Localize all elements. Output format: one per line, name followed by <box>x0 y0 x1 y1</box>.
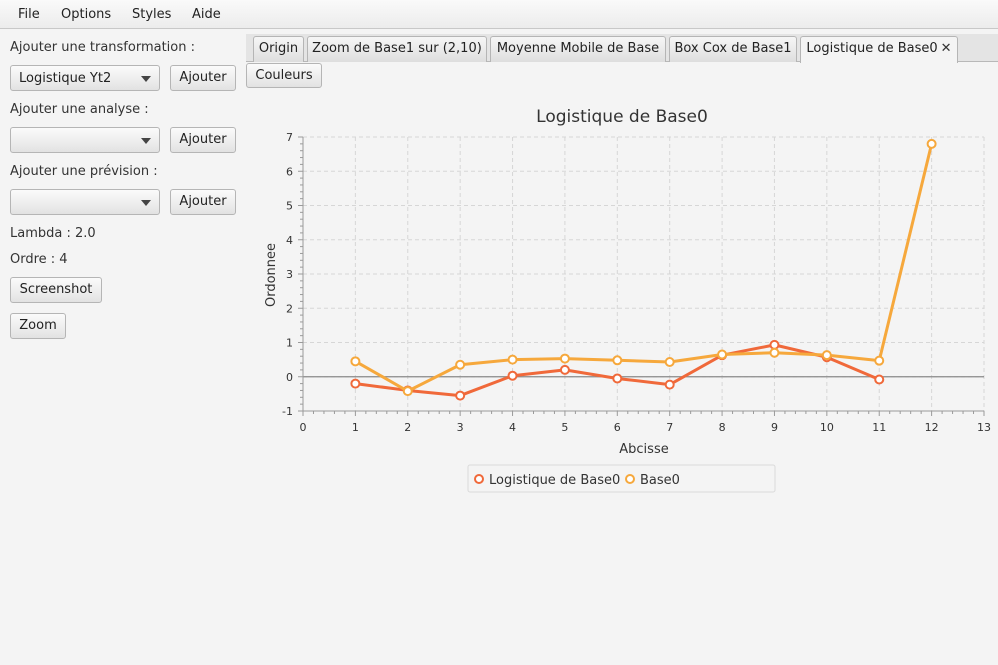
data-point <box>455 359 466 370</box>
close-icon[interactable]: ✕ <box>940 41 952 56</box>
data-point <box>612 373 623 384</box>
prevision-select[interactable] <box>10 189 160 215</box>
data-point <box>664 357 675 368</box>
x-tick-label: 6 <box>614 421 621 434</box>
prevision-label: Ajouter une prévision : <box>10 164 158 179</box>
x-tick-label: 5 <box>561 421 568 434</box>
x-tick-label: 3 <box>457 421 464 434</box>
data-point <box>559 353 570 364</box>
analyse-label: Ajouter une analyse : <box>10 102 149 117</box>
tab-moyenne-mobile[interactable]: Moyenne Mobile de Base <box>490 36 666 62</box>
analyse-select[interactable] <box>10 127 160 153</box>
series-line <box>354 143 934 393</box>
couleurs-button[interactable]: Couleurs <box>246 63 322 88</box>
x-tick-label: 7 <box>666 421 673 434</box>
menu-options[interactable]: Options <box>61 7 112 22</box>
chart-title: Logistique de Base0 <box>536 107 708 127</box>
y-tick-label: 3 <box>286 268 293 281</box>
add-analyse-button[interactable]: Ajouter <box>170 127 236 153</box>
menu-file[interactable]: File <box>18 7 40 22</box>
x-tick-label: 9 <box>771 421 778 434</box>
data-point <box>821 350 832 361</box>
menu-styles[interactable]: Styles <box>132 7 172 22</box>
y-tick-label: -1 <box>282 405 293 418</box>
x-axis-label: Abcisse <box>619 442 668 457</box>
y-tick-label: 4 <box>286 234 293 247</box>
x-tick-label: 13 <box>977 421 991 434</box>
data-point <box>769 347 780 358</box>
legend-label: Base0 <box>640 473 680 488</box>
data-point <box>664 379 675 390</box>
x-tick-label: 1 <box>352 421 359 434</box>
chevron-down-icon <box>141 76 151 82</box>
add-transformation-button[interactable]: Ajouter <box>170 65 236 91</box>
tab-logistique-label: Logistique de Base0 <box>806 41 938 56</box>
data-point <box>507 354 518 365</box>
transformation-label: Ajouter une transformation : <box>10 40 195 55</box>
legend-label: Logistique de Base0 <box>489 473 620 488</box>
data-point <box>612 355 623 366</box>
zoom-button[interactable]: Zoom <box>10 313 66 339</box>
x-tick-label: 10 <box>820 421 834 434</box>
chart-grid <box>302 136 985 412</box>
data-point <box>874 355 885 366</box>
y-tick-label: 0 <box>286 371 293 384</box>
ordre-text: Ordre : 4 <box>10 252 68 267</box>
x-tick-label: 11 <box>872 421 886 434</box>
data-point <box>350 378 361 389</box>
x-tick-label: 8 <box>719 421 726 434</box>
menu-bar: File Options Styles Aide <box>0 0 998 29</box>
chevron-down-icon <box>141 138 151 144</box>
transformation-select-value: Logistique Yt2 <box>19 71 112 86</box>
data-point <box>769 339 780 350</box>
tab-box-cox[interactable]: Box Cox de Base1 <box>669 36 797 62</box>
chart-series <box>350 138 937 401</box>
y-tick-label: 1 <box>286 337 293 350</box>
chevron-down-icon <box>141 200 151 206</box>
transformation-select[interactable]: Logistique Yt2 <box>10 65 160 91</box>
x-tick-label: 12 <box>925 421 939 434</box>
y-tick-label: 2 <box>286 302 293 315</box>
x-tick-label: 0 <box>300 421 307 434</box>
chart-legend: Logistique de Base0 Base0 <box>467 464 776 493</box>
y-axis-label: Ordonnee <box>264 243 279 307</box>
legend-marker <box>474 474 484 484</box>
tab-origin[interactable]: Origin <box>253 36 304 62</box>
data-point <box>559 364 570 375</box>
data-point <box>402 386 413 397</box>
y-tick-label: 6 <box>286 165 293 178</box>
screenshot-button[interactable]: Screenshot <box>10 277 102 303</box>
y-tick-label: 5 <box>286 200 293 213</box>
data-point <box>874 374 885 385</box>
tab-logistique-base0[interactable]: Logistique de Base0 ✕ <box>800 36 958 63</box>
y-tick-label: 7 <box>286 131 293 144</box>
data-point <box>926 138 937 149</box>
data-point <box>455 390 466 401</box>
lambda-text: Lambda : 2.0 <box>10 226 96 241</box>
series-2 <box>350 138 937 397</box>
legend-marker <box>625 474 635 484</box>
x-tick-label: 2 <box>404 421 411 434</box>
data-point <box>717 349 728 360</box>
data-point <box>507 370 518 381</box>
x-tick-label: 4 <box>509 421 516 434</box>
add-prevision-button[interactable]: Ajouter <box>170 189 236 215</box>
legend-box <box>467 464 776 493</box>
data-point <box>350 356 361 367</box>
menu-aide[interactable]: Aide <box>192 7 221 22</box>
tab-zoom-base1[interactable]: Zoom de Base1 sur (2,10) <box>307 36 487 62</box>
